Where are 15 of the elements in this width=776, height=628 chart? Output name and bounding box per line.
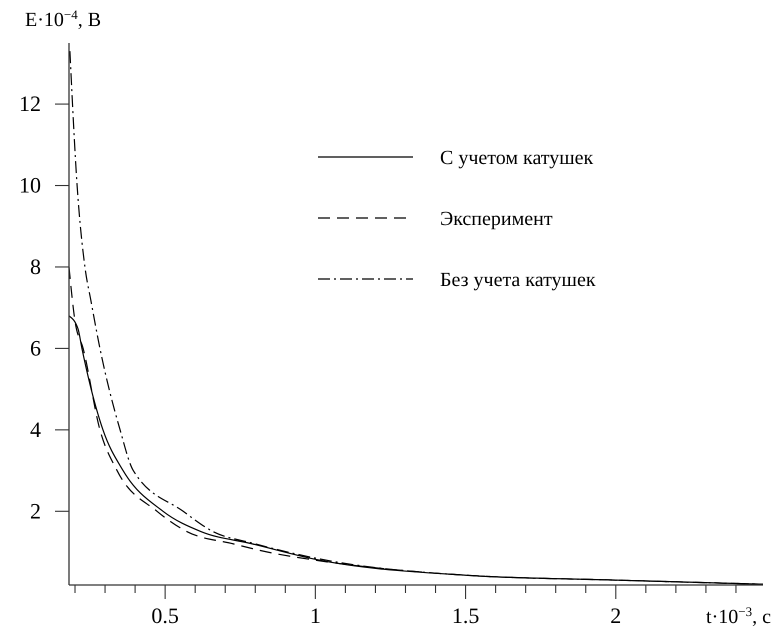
x-tick-label: 1 bbox=[310, 603, 321, 628]
legend-label: Эксперимент bbox=[440, 208, 553, 230]
x-axis-title: t·10$^{−3}$, с bbox=[706, 604, 772, 628]
y-tick-label: 2 bbox=[30, 498, 41, 524]
y-axis-title: E·10$^{−4}$, В bbox=[25, 6, 102, 31]
y-tick-label: 12 bbox=[19, 91, 41, 116]
legend-label: С учетом катушек bbox=[440, 147, 594, 169]
legend-label: Без учета катушек bbox=[440, 269, 596, 291]
y-tick-label: 6 bbox=[30, 335, 41, 360]
y-tick-label: 8 bbox=[30, 254, 41, 279]
x-tick-label: 0.5 bbox=[151, 603, 179, 628]
x-tick-label: 2 bbox=[610, 603, 622, 628]
y-tick-label: 10 bbox=[19, 172, 41, 198]
x-tick-label: 1.5 bbox=[452, 603, 480, 628]
y-tick-label: 4 bbox=[30, 416, 41, 442]
